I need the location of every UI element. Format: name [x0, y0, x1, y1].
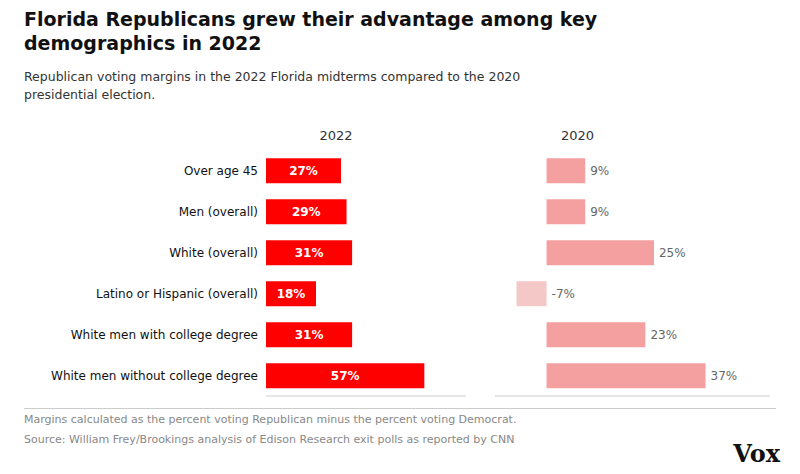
html-text:Source: William Frey/Brookings: Source: William Frey/Brookings analysis …	[24, 433, 515, 446]
svg-text:29%: 29%	[292, 205, 321, 219]
svg-text:Over age 45: Over age 45	[184, 164, 258, 178]
html-text:Florida Republicans grew their: Florida Republicans grew their advantage…	[24, 8, 598, 54]
svg-text:23%: 23%	[650, 328, 677, 342]
svg-text:27%: 27%	[289, 164, 318, 178]
html-text:Vox: Vox	[733, 439, 780, 468]
svg-text:31%: 31%	[295, 246, 324, 260]
svg-text:25%: 25%	[659, 246, 686, 260]
html-text:2020: 2020	[561, 128, 594, 143]
svg-text:Men (overall): Men (overall)	[179, 205, 258, 219]
svg-text:18%: 18%	[277, 287, 306, 301]
html-text:Margins calculated as the perc: Margins calculated as the percent voting…	[24, 413, 517, 426]
svg-text:37%: 37%	[711, 369, 738, 383]
html-text:2022: 2022	[319, 128, 353, 143]
svg-text:9%: 9%	[590, 205, 609, 219]
svg-text:-7%: -7%	[552, 287, 575, 301]
svg-text:White men with college degree: White men with college degree	[71, 328, 258, 342]
svg-text:57%: 57%	[331, 369, 360, 383]
svg-text:White men without college degr: White men without college degree	[51, 369, 258, 383]
html-text:Republican voting margins in t: Republican voting margins in the 2022 Fl…	[24, 69, 521, 102]
svg-text:9%: 9%	[590, 164, 609, 178]
svg-text:White (overall): White (overall)	[169, 246, 258, 260]
svg-text:Latino or Hispanic (overall): Latino or Hispanic (overall)	[96, 287, 258, 301]
svg-text:31%: 31%	[295, 328, 324, 342]
